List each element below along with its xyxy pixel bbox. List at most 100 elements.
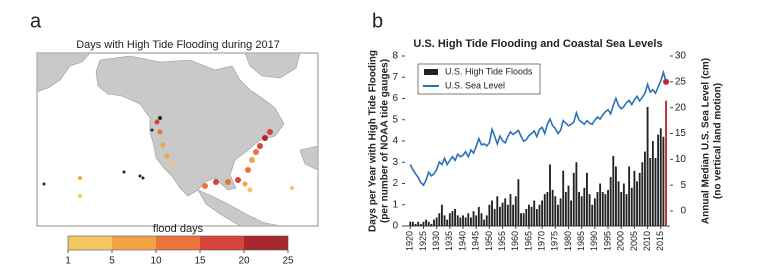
land [36,52,91,93]
bar [430,223,433,226]
x-tick-label: 1940 [457,231,467,251]
bar [604,194,607,226]
x-tick-label: 1945 [471,231,481,251]
y2-tick-label: 5 [680,180,686,191]
bar [522,213,525,226]
bar [535,209,538,226]
bar [580,196,583,226]
x-tick-label: 2005 [629,231,639,251]
bar [496,196,499,226]
bar [554,196,557,226]
bar [475,215,478,226]
y2-tick-label: 0 [680,206,686,217]
bar [588,194,591,226]
bar [414,223,417,226]
x-tick-label: 1935 [444,231,454,251]
y2-tick-label: 25 [675,76,687,87]
bar [438,213,441,226]
x-tick-label: 1965 [523,231,533,251]
bar [651,141,654,226]
legend-swatch [424,69,438,75]
x-tick-label: 2010 [642,231,652,251]
bar [615,166,617,226]
bar [533,200,536,226]
end-marker [663,78,670,85]
y-axis-title: (per number of NOAA tide gauges) [380,59,391,223]
bar [446,219,449,226]
bar [530,206,533,226]
bar [617,181,620,226]
bar [504,198,507,226]
chart-title: U.S. High Tide Flooding and Coastal Sea … [413,38,662,50]
bar [462,215,464,226]
colorbar-tick-label: 1 [65,256,71,267]
map-title: Days with High Tide Flooding during 2017 [76,39,280,51]
bar [464,217,467,226]
bar [506,204,509,226]
x-tick-label: 2000 [616,231,626,251]
bar [472,211,475,226]
bar [636,181,638,226]
bar [480,213,483,226]
bar [638,172,641,226]
bar [417,221,420,226]
bar [409,221,412,226]
bar [596,192,599,226]
bar [572,172,575,226]
colorbar-tick-label: 20 [238,256,250,267]
bar [662,136,665,226]
y2-axis-title: Annual Median U.S. Sea Level (cm) [701,58,712,224]
x-tick-label: 1990 [589,231,599,251]
bar [557,204,559,226]
legend-box [417,63,541,95]
bar [564,192,567,226]
bar [485,215,488,226]
colorbar-tick-label: 5 [109,256,115,267]
bar [644,151,646,226]
bar [509,194,512,226]
y-tick-label: 4 [392,136,398,147]
bar [435,217,438,226]
panel-label: a [30,10,42,32]
panel-label: b [372,10,383,32]
bar [491,200,493,226]
bar [654,158,657,226]
x-tick-label: 1960 [510,231,520,251]
colorbar-tick-label: 25 [282,256,294,267]
x-tick-label: 1925 [418,231,428,251]
bar [625,194,628,226]
bar [601,192,604,226]
colorbar-tick-label: 15 [194,256,206,267]
bar [612,155,615,226]
colorbar-tick-label: 10 [150,256,162,267]
bar [419,223,422,226]
colorbar-segment [200,236,244,250]
x-tick-label: 1985 [576,231,586,251]
y-tick-label: 8 [392,51,398,62]
bar [422,221,425,226]
x-tick-label: 1980 [563,231,573,251]
bar [512,204,515,226]
x-tick-label: 1920 [405,231,415,251]
bar [411,221,414,226]
bar [483,219,486,226]
x-tick-label: 1975 [550,231,560,251]
bar [501,202,504,226]
station-dots [42,116,294,198]
bar [551,189,554,226]
bar [467,213,470,226]
bar [440,204,443,226]
bar [630,187,633,226]
y-axis-title: Days per Year with High Tide Flooding [368,50,379,232]
bar [657,134,660,226]
bar [578,192,580,226]
bar [665,100,667,226]
y2-axis-title: (no vertical land motion) [713,83,724,199]
bar [586,172,588,226]
x-tick-label: 1995 [602,231,612,251]
x-tick-label: 2015 [655,231,665,251]
y-tick-label: 6 [392,93,398,104]
bar [454,209,457,226]
bar [622,183,625,226]
